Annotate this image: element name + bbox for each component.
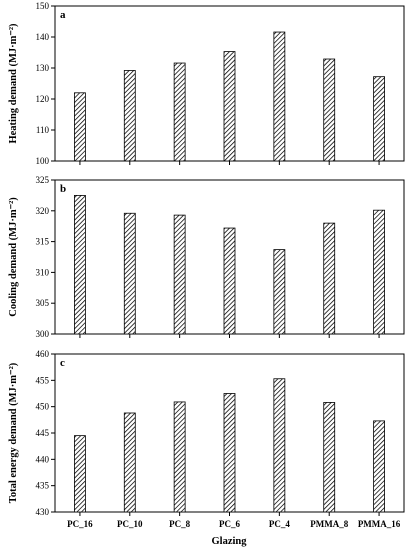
x-tick-label: PMMA_8 (310, 519, 348, 529)
bar-b-pc-10 (123, 212, 136, 335)
y-axis-label-a: Heating demand (MJ·m⁻²) (8, 23, 19, 144)
bar-c-pmma-16 (373, 420, 385, 513)
y-tick-label-c: 460 (36, 349, 50, 359)
x-tick-label: PC_8 (169, 519, 190, 529)
y-tick-label-a: 110 (36, 125, 50, 135)
panel-label-c: c (60, 357, 65, 369)
y-axis-label-c: Total energy demand (MJ·m⁻²) (8, 362, 19, 503)
x-axis-label: Glazing (211, 536, 247, 547)
y-tick-label-b: 315 (36, 237, 50, 247)
bar-c-pc-4 (273, 378, 286, 513)
bar-c-pc-8 (173, 401, 186, 513)
bar-c-pmma-8 (323, 402, 336, 513)
y-tick-label-c: 445 (36, 428, 50, 438)
bar-c-pc-6 (223, 393, 236, 513)
bar-b-pc-8 (173, 214, 186, 335)
y-tick-label-a: 130 (36, 63, 50, 73)
bar-b-pc-4 (273, 249, 286, 335)
bar-a-pmma-8 (323, 58, 336, 162)
y-tick-label-b: 310 (36, 267, 50, 277)
panel-c: 430 435 440 445 450 455 460 PC_16 PC_10 PC_8 PC_6 P… (8, 349, 405, 529)
bar-a-pc-6 (223, 51, 236, 162)
panel-label-a: a (60, 9, 66, 21)
bar-c-pc-16 (74, 435, 86, 513)
y-tick-label-c: 430 (36, 507, 50, 517)
bar-c-pc-10 (123, 412, 136, 513)
panel-b: 300 305 310 315 320 325 b Cooling demand (MJ·m⁻… (8, 175, 405, 339)
x-tick-label: PC_6 (219, 519, 240, 529)
x-tick-label: PMMA_16 (358, 519, 401, 529)
y-tick-label-b: 305 (36, 298, 50, 308)
bar-b-pmma-8 (323, 222, 336, 335)
y-tick-label-b: 300 (36, 329, 50, 339)
panel-label-b: b (60, 183, 66, 195)
bar-a-pmma-16 (373, 76, 385, 162)
y-tick-label-c: 455 (36, 375, 50, 385)
y-tick-label-a: 150 (36, 1, 50, 11)
bar-a-pc-10 (123, 70, 136, 162)
bar-b-pc-6 (223, 227, 236, 335)
y-tick-label-b: 325 (36, 175, 50, 185)
y-tick-label-b: 320 (36, 206, 50, 216)
x-tick-label: PC_10 (117, 519, 143, 529)
bar-b-pmma-16 (373, 209, 385, 335)
bar-a-pc-16 (74, 92, 86, 162)
y-tick-label-c: 440 (36, 454, 50, 464)
y-tick-label-a: 140 (36, 32, 50, 42)
bar-a-pc-8 (173, 62, 186, 162)
y-tick-label-a: 100 (36, 156, 50, 166)
x-tick-label: PC_16 (67, 519, 93, 529)
y-tick-label-a: 120 (36, 94, 50, 104)
bar-b-pc-16 (74, 194, 86, 335)
y-tick-label-c: 450 (36, 402, 50, 412)
y-tick-label-c: 435 (36, 481, 50, 491)
y-axis-label-b: Cooling demand (MJ·m⁻²) (8, 197, 19, 317)
x-tick-label: PC_4 (269, 519, 290, 529)
panel-a: 100 110 120 130 140 150 a Heating demand (MJ·m⁻… (8, 1, 405, 166)
bar-a-pc-4 (273, 31, 286, 162)
